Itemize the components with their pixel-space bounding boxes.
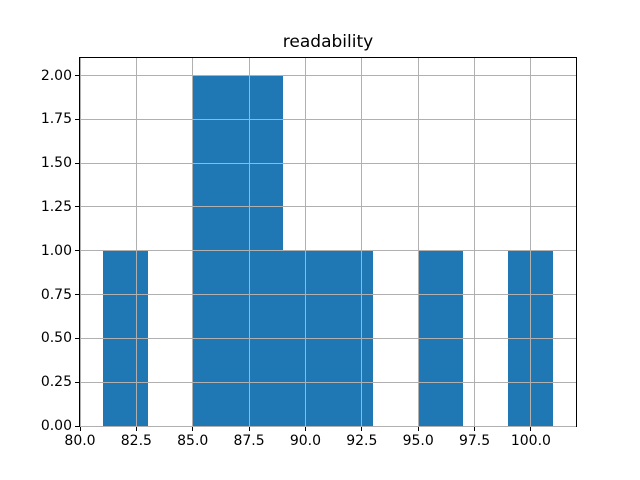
x-tick-mark — [304, 427, 306, 431]
y-tick-label: 0.50 — [40, 330, 72, 347]
y-tick-label: 1.75 — [40, 111, 72, 128]
x-tick-mark — [192, 427, 194, 431]
gridline-horizontal — [80, 162, 576, 164]
y-tick-label: 1.25 — [40, 198, 72, 215]
y-tick-label: 0.00 — [40, 418, 72, 434]
x-tick-label: 100.0 — [510, 433, 551, 449]
x-tick-label: 85.0 — [177, 433, 209, 449]
gridline-horizontal — [80, 118, 576, 120]
y-tick-label: 0.25 — [40, 374, 72, 391]
gridline-vertical — [79, 58, 81, 426]
gridline-horizontal — [80, 337, 576, 339]
y-tick-label: 0.75 — [40, 286, 72, 303]
x-tick-mark — [135, 427, 137, 431]
gridline-horizontal — [80, 250, 576, 252]
x-tick-mark — [361, 427, 363, 431]
x-tick-label: 95.0 — [402, 433, 434, 449]
y-tick-label: 1.50 — [40, 155, 72, 172]
x-tick-label: 90.0 — [289, 433, 322, 449]
x-tick-label: 97.5 — [458, 433, 491, 449]
gridline-vertical — [192, 58, 194, 426]
gridline-horizontal — [80, 425, 576, 427]
x-tick-label: 82.5 — [120, 433, 152, 449]
gridline-vertical — [248, 58, 250, 426]
gridline-vertical — [135, 58, 137, 426]
x-tick-mark — [474, 427, 476, 431]
grid-layer — [79, 58, 576, 427]
gridline-vertical — [304, 58, 306, 426]
x-tick-mark — [530, 427, 532, 431]
x-tick-mark — [248, 427, 250, 431]
x-tick-label: 87.5 — [233, 433, 265, 449]
gridline-vertical — [530, 58, 532, 426]
gridline-vertical — [361, 58, 363, 426]
gridline-horizontal — [80, 381, 576, 383]
x-tick-label: 80.0 — [64, 433, 96, 449]
y-tick-label: 2.00 — [40, 67, 72, 84]
chart-title: readability — [282, 32, 374, 52]
plot-area — [79, 57, 577, 427]
x-tick-label: 92.5 — [346, 433, 378, 449]
gridline-vertical — [417, 58, 419, 426]
x-tick-mark — [417, 427, 419, 431]
x-tick-mark — [79, 427, 81, 431]
gridline-horizontal — [80, 206, 576, 208]
gridline-vertical — [474, 58, 476, 426]
gridline-horizontal — [80, 294, 576, 296]
y-tick-label: 1.00 — [40, 242, 72, 259]
gridline-horizontal — [80, 75, 576, 77]
